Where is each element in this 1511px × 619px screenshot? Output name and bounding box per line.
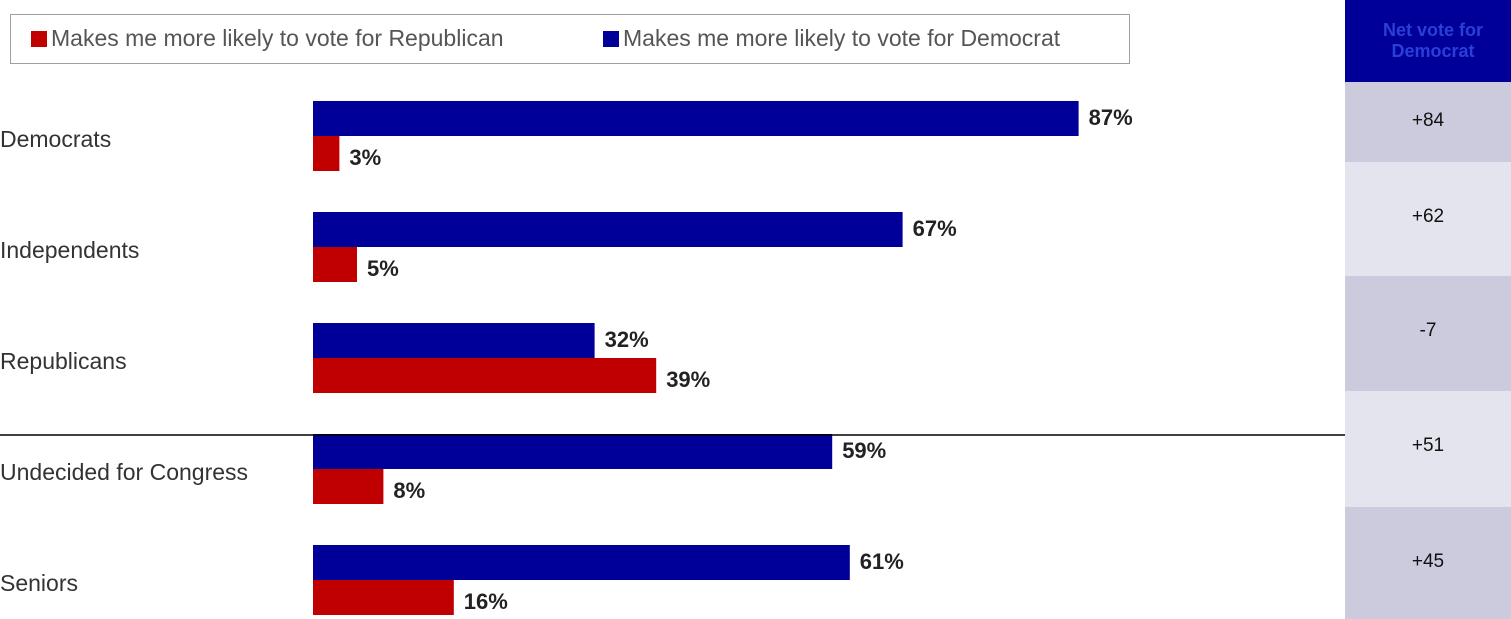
category-label-democrats: Democrats (0, 126, 111, 152)
category-label-seniors: Seniors (0, 570, 78, 596)
bar-republican-undecided-for-congress (313, 469, 384, 504)
category-label-independents: Independents (0, 237, 139, 263)
value-label-republican-democrats: 3% (349, 145, 381, 170)
bar-democrat-seniors (313, 545, 850, 580)
legend-swatch-republican (31, 30, 47, 47)
net-vote-header: Net vote for Democrat (1345, 0, 1511, 82)
value-label-democrat-democrats: 87% (1089, 105, 1133, 130)
bar-democrat-independents (313, 212, 903, 247)
bar-republican-seniors (313, 580, 454, 615)
net-vote-cell: +84 (1345, 82, 1511, 162)
net-vote-cell: +51 (1345, 391, 1511, 507)
legend-item-democrat: Makes me more likely to vote for Democra… (603, 25, 1060, 52)
value-label-republican-seniors: 16% (464, 589, 508, 614)
bar-democrat-undecided-for-congress (313, 434, 833, 469)
net-vote-cell: +45 (1345, 507, 1511, 619)
value-label-democrat-independents: 67% (913, 216, 957, 241)
legend-swatch-democrat (603, 30, 619, 47)
bar-republican-republicans (313, 358, 657, 393)
legend-item-republican: Makes me more likely to vote for Republi… (31, 25, 504, 52)
value-label-democrat-seniors: 61% (860, 549, 904, 574)
value-label-republican-independents: 5% (367, 256, 399, 281)
value-label-democrat-republicans: 32% (605, 327, 649, 352)
value-label-republican-undecided-for-congress: 8% (393, 478, 425, 503)
chart-legend: Makes me more likely to vote for Republi… (10, 14, 1130, 64)
bar-republican-independents (313, 247, 357, 282)
category-label-republicans: Republicans (0, 348, 127, 374)
bar-democrat-democrats (313, 101, 1079, 136)
net-vote-cell: +62 (1345, 162, 1511, 276)
value-label-democrat-undecided-for-congress: 59% (842, 438, 886, 463)
legend-label-republican: Makes me more likely to vote for Republi… (51, 25, 504, 51)
category-label-undecided-for-congress: Undecided for Congress (0, 459, 248, 485)
net-vote-cell: -7 (1345, 276, 1511, 391)
bar-republican-democrats (313, 136, 340, 171)
value-label-republican-republicans: 39% (666, 367, 710, 392)
bar-democrat-republicans (313, 323, 595, 358)
legend-label-democrat: Makes me more likely to vote for Democra… (623, 25, 1061, 51)
